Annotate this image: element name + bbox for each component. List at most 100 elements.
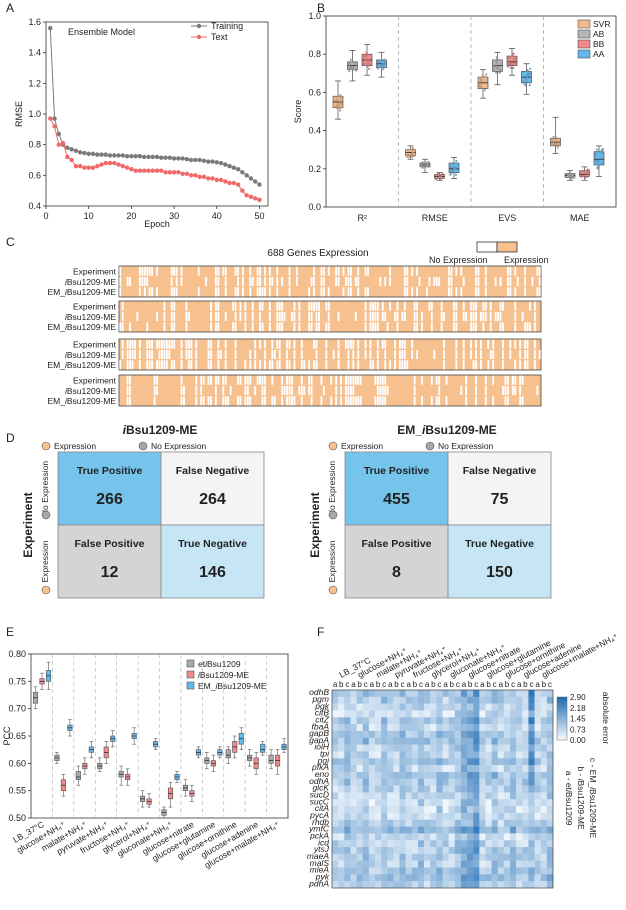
heatmap-cell	[522, 696, 529, 704]
gene-label: gapA	[309, 735, 329, 745]
heatmap-cell	[534, 744, 541, 752]
panel-letter: E	[6, 625, 14, 639]
heatmap-cell	[362, 751, 370, 759]
no-expression-cell	[349, 266, 352, 276]
heatmap-cell	[338, 724, 345, 732]
heatmap-cell	[350, 792, 357, 800]
heatmap-cell	[362, 730, 370, 738]
heatmap-cell	[516, 703, 523, 711]
jitter-point	[424, 161, 427, 164]
heatmap-cell	[436, 812, 443, 820]
no-expression-cell	[421, 311, 423, 322]
heatmap-cell	[491, 881, 498, 889]
no-expression-cell	[237, 287, 239, 297]
no-expression-cell	[354, 311, 357, 322]
heatmap-cell	[362, 690, 370, 698]
y-axis-label: PCC	[2, 726, 12, 746]
heatmap-cell	[442, 874, 449, 882]
heatmap-cell	[368, 799, 376, 807]
no-expression-cell	[364, 311, 367, 322]
heatmap-cell	[344, 874, 351, 882]
no-expression-cell	[261, 322, 264, 332]
no-expression-cell	[217, 311, 220, 322]
heatmap-cell	[534, 785, 541, 793]
no-expression-cell	[465, 375, 468, 385]
heatmap-cell	[387, 833, 394, 841]
jitter-point	[507, 55, 510, 58]
no-expression-cell	[148, 360, 151, 370]
heatmap-cell	[393, 881, 400, 889]
heatmap-cell	[534, 717, 541, 725]
heatmap-cell	[491, 717, 498, 725]
heatmap-cell	[485, 833, 492, 841]
no-expression-cell	[222, 396, 225, 406]
heatmap-cell	[467, 826, 474, 834]
heatmap-cell	[485, 799, 492, 807]
heatmap-cell	[497, 703, 505, 711]
heatmap-cell	[430, 771, 437, 779]
heatmap-cell	[399, 696, 406, 704]
no-expression-cell	[202, 375, 205, 385]
no-expression-cell	[475, 301, 477, 311]
heatmap-cell	[368, 744, 376, 752]
no-expression-cell	[347, 385, 350, 396]
data-point	[223, 162, 228, 167]
heatmap-cell	[399, 853, 406, 861]
heatmap-cell	[485, 765, 492, 773]
heatmap-cell	[399, 690, 406, 698]
no-expression-cell	[214, 266, 217, 276]
no-expression-cell	[487, 339, 490, 349]
heatmap-cell	[405, 840, 413, 848]
jitter-point	[384, 62, 387, 65]
no-expression-cell	[249, 276, 252, 287]
heatmap-cell	[485, 690, 492, 698]
no-expression-cell	[207, 375, 210, 385]
heatmap-cell	[332, 717, 339, 725]
heatmap-cell	[467, 847, 474, 855]
heatmap-cell	[424, 792, 431, 800]
no-expression-cell	[195, 375, 198, 385]
no-expression-cell	[121, 301, 124, 311]
heatmap-cell	[436, 778, 443, 786]
heatmap-cell	[332, 724, 339, 732]
legend-swatch-no-expression	[476, 241, 498, 253]
no-expression-cell	[129, 385, 131, 396]
no-expression-cell	[484, 396, 487, 406]
heatmap-cell	[497, 717, 505, 725]
no-expression-cell	[244, 385, 247, 396]
heatmap-cell	[510, 799, 517, 807]
no-expression-cell	[455, 287, 458, 297]
gene-label: tpi	[320, 749, 330, 759]
no-expression-cell	[237, 266, 239, 276]
row-label: iBsu1209-ME	[65, 312, 116, 322]
x-tick-label: 10	[84, 211, 94, 221]
gene-label: pfkA	[311, 762, 329, 772]
heatmap-cell	[381, 867, 388, 875]
jitter-point	[348, 70, 351, 73]
heatmap-cell	[454, 806, 462, 814]
heatmap-cell	[362, 717, 370, 725]
heatmap-cell	[350, 867, 357, 875]
jitter-point	[582, 170, 585, 173]
row-dot	[41, 510, 51, 520]
heatmap-cell	[503, 778, 511, 786]
heatmap-cell	[356, 751, 363, 759]
x-tick-label: 40	[212, 211, 222, 221]
heatmap-cell	[436, 758, 443, 766]
no-expression-cell	[126, 396, 129, 406]
no-expression-cell	[286, 396, 288, 406]
heatmap-cell	[522, 881, 529, 889]
heatmap-cell	[497, 710, 505, 718]
heatmap-cell	[362, 724, 370, 732]
heatmap-cell	[344, 703, 351, 711]
no-expression-cell	[187, 339, 190, 349]
no-expression-cell	[241, 287, 244, 297]
no-expression-cell	[259, 301, 262, 311]
jitter-point	[366, 62, 369, 65]
heatmap-cell	[350, 881, 357, 889]
no-expression-cell	[406, 266, 409, 276]
no-expression-cell	[364, 266, 367, 276]
heatmap-cell	[387, 744, 394, 752]
legend-dot	[138, 441, 148, 451]
heatmap-cell	[374, 724, 382, 732]
